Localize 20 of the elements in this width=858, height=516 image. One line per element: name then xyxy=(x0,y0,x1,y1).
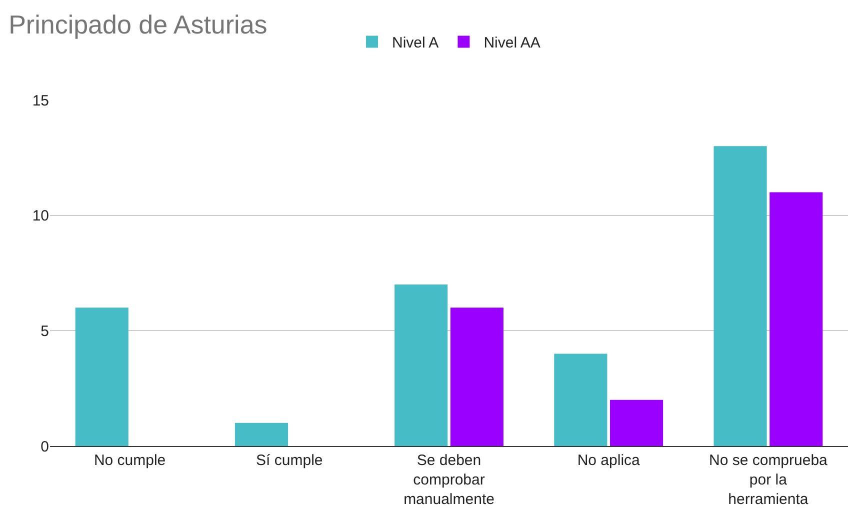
bar xyxy=(394,284,448,446)
bar xyxy=(234,422,288,446)
legend-label: Nivel A xyxy=(392,34,439,52)
x-tick-label: No se comprueba por la herramienta xyxy=(708,452,828,508)
x-tick-label: Sí cumple xyxy=(256,452,323,469)
y-tick-label: 0 xyxy=(40,438,49,456)
bar xyxy=(450,308,504,446)
legend-label: Nivel AA xyxy=(484,34,540,52)
bar xyxy=(610,400,664,446)
x-tick-label: No cumple xyxy=(94,452,166,469)
chart-title: Principado de Asturias xyxy=(8,10,268,40)
bar xyxy=(714,146,767,446)
bar xyxy=(770,192,823,446)
y-tick-label: 5 xyxy=(40,322,49,340)
y-tick-label: 15 xyxy=(32,92,49,110)
bar xyxy=(75,308,128,446)
y-tick-label: 10 xyxy=(32,208,49,225)
x-tick-label: Se deben comprobar manualmente xyxy=(404,452,494,508)
x-tick-label: No aplica xyxy=(577,452,641,469)
bar xyxy=(554,354,608,446)
